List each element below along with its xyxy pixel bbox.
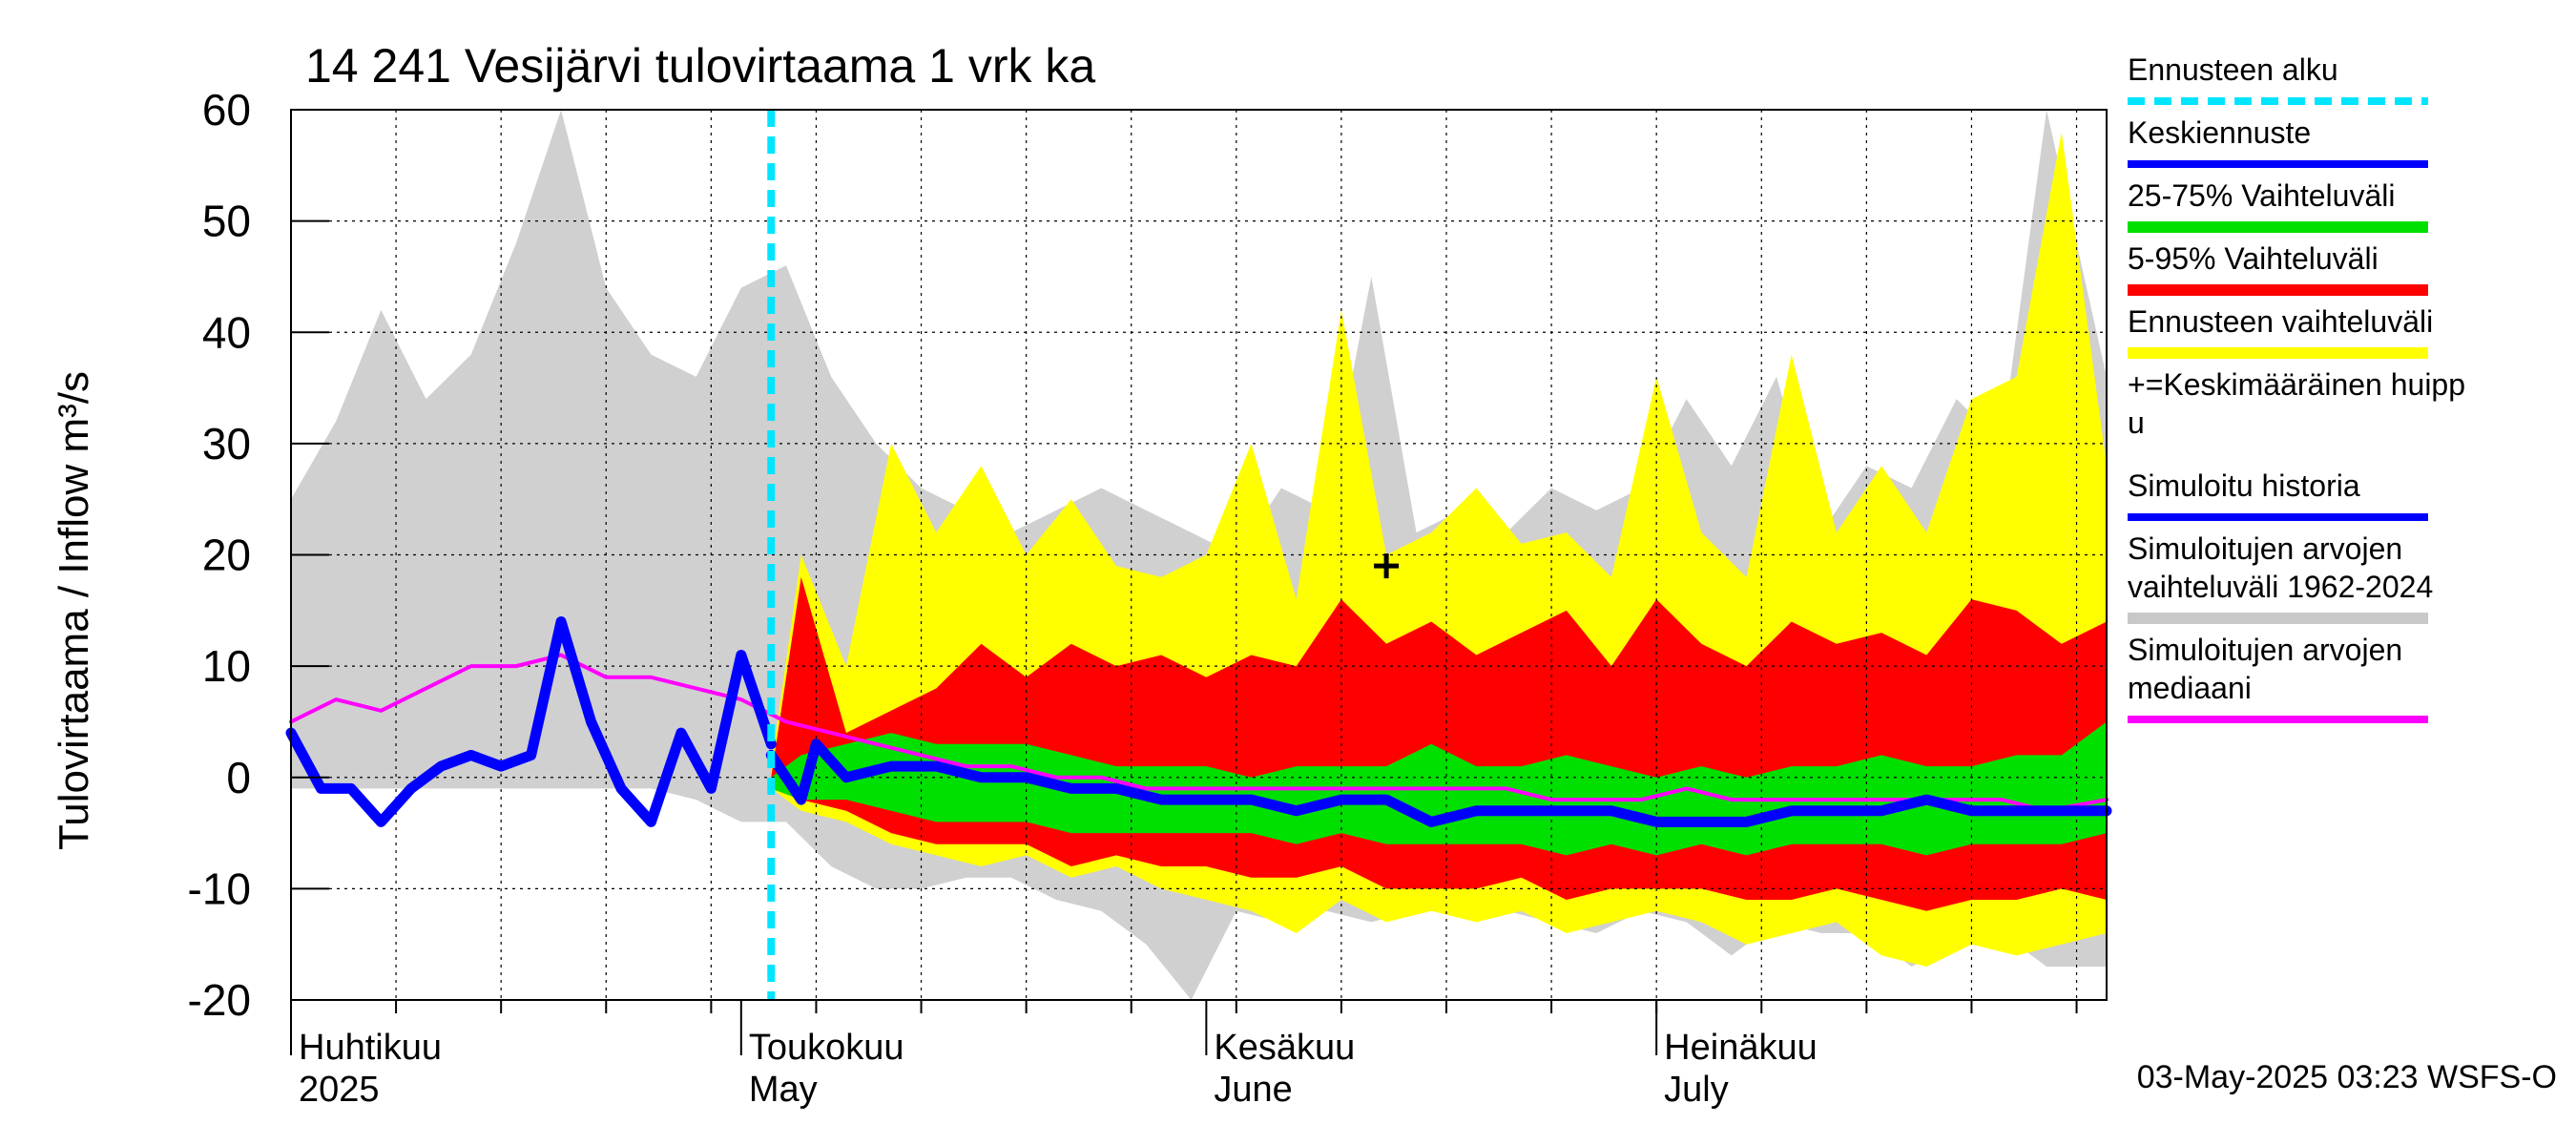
legend-swatch (2128, 284, 2428, 296)
lines (285, 110, 2112, 1000)
legend-label: Keskiennuste (2128, 115, 2311, 150)
mean-peak-marker (1374, 553, 1400, 579)
x-month-label: Heinäkuu (1664, 1028, 1818, 1068)
y-tick-label: -10 (188, 864, 251, 913)
y-tick-label: 10 (202, 641, 251, 691)
line-simuloitu-historia (285, 615, 777, 827)
legend-label: Ennusteen vaihteluväli (2128, 304, 2433, 339)
legend-swatch (2128, 716, 2428, 723)
legend-label: +=Keskimääräinen huipp (2128, 367, 2465, 402)
legend-label: Ennusteen alku (2128, 52, 2338, 87)
legend-label-line2: mediaani (2128, 671, 2252, 705)
legend-label: 25-75% Vaihteluväli (2128, 178, 2395, 213)
legend-label-line2: u (2128, 406, 2145, 440)
chart-title: 14 241 Vesijärvi tulovirtaama 1 vrk ka (305, 39, 1095, 93)
legend-swatch (2128, 221, 2428, 233)
legend-swatch (2128, 160, 2428, 168)
y-axis-label: Tulovirtaama / Inflow m³/s (51, 371, 97, 850)
footer-timestamp: 03-May-2025 03:23 WSFS-O (2137, 1059, 2557, 1095)
legend-label: Simuloitujen arvojen (2128, 633, 2402, 667)
line-keskiennuste (765, 739, 2112, 827)
y-tick-label: 40 (202, 307, 251, 357)
x-month-label-en: June (1214, 1070, 1292, 1110)
bands (291, 110, 2107, 1000)
legend-label: Simuloitu historia (2128, 468, 2360, 503)
x-month-label-en: 2025 (299, 1070, 380, 1110)
y-tick-label: 60 (202, 85, 251, 135)
y-tick-label: 50 (202, 197, 251, 246)
x-month-label: Kesäkuu (1214, 1028, 1355, 1068)
x-month-label: Huhtikuu (299, 1028, 442, 1068)
x-month-label-en: July (1664, 1070, 1729, 1110)
line-simuloitujen-arvojen-mediaani (289, 653, 2109, 813)
legend-label-line2: vaihteluväli 1962-2024 (2128, 570, 2433, 604)
y-tick-label: 30 (202, 419, 251, 468)
y-tick-label: 0 (226, 753, 251, 802)
legend: Ennusteen alku Keskiennuste 25-75% Vaihtel… (2128, 52, 2465, 723)
y-tick-label: -20 (188, 975, 251, 1025)
legend-swatch (2128, 513, 2428, 521)
legend-swatch (2128, 347, 2428, 359)
legend-label: Simuloitujen arvojen (2128, 531, 2402, 566)
y-tick-label: 20 (202, 531, 251, 580)
x-month-label-en: May (749, 1070, 818, 1110)
x-month-label: Toukokuu (749, 1028, 904, 1068)
legend-swatch (2128, 613, 2428, 624)
legend-label: 5-95% Vaihteluväli (2128, 241, 2379, 276)
